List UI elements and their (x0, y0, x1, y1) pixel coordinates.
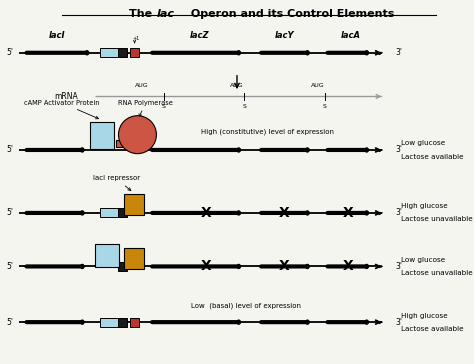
Text: S: S (162, 104, 165, 109)
Text: O: O (133, 320, 137, 325)
Text: cAMP Activator Protein: cAMP Activator Protein (24, 100, 99, 119)
Bar (118, 317, 127, 327)
Text: O: O (133, 50, 137, 55)
Bar (118, 48, 127, 57)
Bar (90, 122, 114, 149)
Text: mRNA: mRNA (55, 92, 78, 101)
Text: High (constitutive) level of expression: High (constitutive) level of expression (201, 128, 334, 135)
Text: X: X (343, 206, 354, 220)
Text: High glucose: High glucose (401, 313, 447, 318)
Text: 3': 3' (396, 48, 403, 57)
Bar (95, 244, 118, 267)
Text: Low glucose: Low glucose (401, 141, 445, 146)
Bar (130, 317, 139, 327)
Text: AUG: AUG (136, 83, 149, 88)
Bar (100, 208, 118, 217)
Text: High glucose: High glucose (401, 203, 447, 209)
Text: lacZ: lacZ (189, 31, 209, 40)
Text: X: X (343, 260, 354, 273)
Text: Lactose available: Lactose available (401, 154, 463, 159)
Bar (116, 140, 125, 147)
Text: Lactose available: Lactose available (401, 326, 463, 332)
Text: CAP: CAP (104, 50, 114, 55)
Text: 5': 5' (6, 262, 13, 271)
Text: 3': 3' (396, 262, 403, 271)
Text: Operon and its Control Elements: Operon and its Control Elements (187, 9, 394, 19)
Text: 3': 3' (396, 318, 403, 327)
Text: +1: +1 (132, 36, 140, 41)
Text: P: P (120, 50, 124, 55)
Bar (130, 48, 139, 57)
Ellipse shape (118, 116, 156, 154)
Bar (124, 194, 144, 215)
Text: X: X (279, 206, 290, 220)
Text: P: P (120, 210, 124, 215)
Text: 5': 5' (6, 48, 13, 57)
Text: AUG: AUG (311, 83, 324, 88)
Bar (118, 208, 127, 217)
Text: 5': 5' (6, 209, 13, 217)
Text: Low glucose: Low glucose (401, 257, 445, 263)
Text: lacY: lacY (274, 31, 294, 40)
Text: S: S (242, 104, 246, 109)
Text: lacI: lacI (48, 31, 65, 40)
Bar (118, 262, 127, 271)
Bar (100, 48, 118, 57)
Bar (124, 248, 144, 269)
Text: The: The (129, 9, 156, 19)
Text: X: X (279, 260, 290, 273)
Text: 5': 5' (6, 146, 13, 154)
Text: X: X (201, 260, 211, 273)
Text: X: X (201, 206, 211, 220)
Text: 3': 3' (396, 146, 403, 154)
Text: S: S (323, 104, 327, 109)
Text: P: P (120, 264, 124, 269)
Bar (100, 317, 118, 327)
Text: AUG: AUG (230, 83, 244, 88)
Text: lacI repressor: lacI repressor (92, 175, 140, 190)
Text: 5': 5' (6, 318, 13, 327)
Text: P: P (120, 320, 124, 325)
Text: lacA: lacA (341, 31, 361, 40)
Text: CAP: CAP (104, 320, 114, 325)
Text: lac: lac (156, 9, 174, 19)
Text: 3': 3' (396, 209, 403, 217)
Text: Lactose unavailable: Lactose unavailable (401, 270, 472, 276)
Text: CAP: CAP (104, 210, 114, 215)
Text: RNA Polymerase: RNA Polymerase (118, 100, 173, 117)
Text: Lactose unavailable: Lactose unavailable (401, 217, 472, 222)
Text: Low  (basal) level of expression: Low (basal) level of expression (191, 302, 301, 309)
